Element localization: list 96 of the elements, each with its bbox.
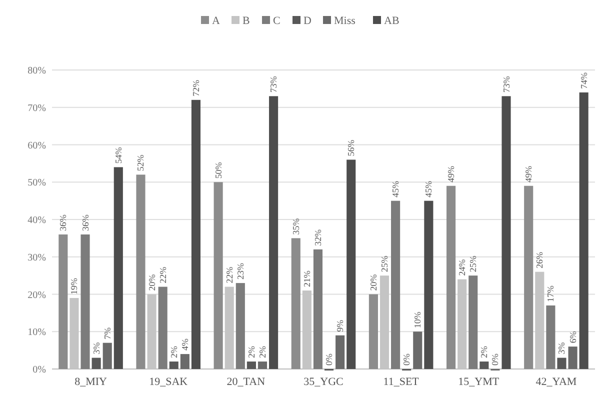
bar [313, 249, 323, 369]
data-label: 25% [468, 255, 478, 272]
data-label: 2% [246, 346, 256, 358]
bar [579, 92, 588, 369]
data-label: 0% [402, 353, 412, 366]
data-label: 32% [312, 228, 323, 246]
bar [92, 358, 101, 369]
x-tick-label: 20_TAN [226, 376, 266, 388]
data-label: 26% [534, 251, 545, 268]
data-label: 7% [102, 326, 112, 340]
data-label: 2% [479, 346, 490, 358]
data-label: 9% [335, 319, 346, 332]
data-label: 25% [380, 255, 390, 272]
data-label: 73% [268, 76, 279, 93]
legend-label: D [304, 15, 312, 27]
data-label: 3% [556, 342, 567, 354]
data-label: 22% [158, 266, 168, 284]
data-label: 45% [390, 180, 401, 198]
y-tick-label: 20% [28, 290, 46, 301]
bar [191, 100, 200, 369]
legend-label: AB [384, 15, 400, 27]
legend-label: Miss [334, 15, 356, 27]
bar [269, 96, 278, 369]
bar [368, 294, 378, 369]
data-label: 6% [568, 330, 578, 344]
data-label: 19% [69, 277, 80, 294]
data-label: 74% [578, 72, 589, 89]
data-label: 17% [546, 284, 556, 302]
y-tick-label: 30% [28, 252, 46, 264]
bar [557, 358, 566, 369]
data-label: 54% [113, 146, 124, 164]
bar [446, 186, 456, 369]
data-label: 21% [302, 270, 312, 288]
bar [180, 354, 190, 369]
data-label: 0% [324, 353, 334, 366]
data-label: 52% [136, 154, 146, 172]
data-label: 35% [290, 218, 301, 235]
bar [480, 362, 489, 369]
bar [158, 286, 168, 369]
bar [291, 238, 300, 369]
bar [391, 200, 400, 369]
data-label: 23% [235, 262, 246, 280]
y-tick-label: 0% [32, 364, 46, 376]
data-label: 50% [213, 162, 224, 179]
y-tick-label: 40% [28, 215, 46, 226]
data-label: 3% [91, 342, 102, 354]
data-label: 49% [524, 165, 534, 182]
legend-label: A [212, 15, 220, 27]
bar [114, 167, 123, 369]
x-tick-label: 15_YMT [458, 376, 500, 388]
data-label: 22% [224, 266, 234, 284]
bar [80, 234, 90, 369]
bar [413, 332, 422, 369]
data-label: 20% [146, 274, 157, 291]
y-tick-label: 70% [28, 102, 46, 114]
bar [424, 200, 434, 369]
data-label: 4% [180, 338, 190, 351]
data-label: 0% [490, 353, 500, 366]
legend-label: B [242, 15, 250, 27]
bar [336, 335, 345, 369]
data-label: 72% [190, 79, 201, 96]
bar [524, 186, 534, 369]
data-label: 20% [368, 274, 378, 291]
y-tick-label: 80% [28, 66, 46, 76]
legend-label: C [273, 15, 280, 27]
y-tick-label: 50% [28, 178, 46, 189]
data-label: 45% [424, 180, 434, 198]
data-label: 10% [412, 311, 423, 328]
x-tick-label: 35_YGC [304, 376, 344, 388]
x-tick-label: 42_YAM [536, 376, 577, 388]
y-tick-label: 60% [28, 140, 46, 152]
bar [468, 276, 478, 369]
data-label: 24% [457, 258, 468, 276]
x-tick-label: 19_SAK [149, 376, 188, 388]
x-tick-label: 11_SET [383, 376, 420, 388]
data-label: 36% [58, 214, 68, 231]
bar [102, 342, 112, 369]
bar [346, 160, 356, 369]
data-label: 36% [80, 214, 90, 231]
bar [546, 305, 556, 369]
bar [136, 174, 146, 369]
y-tick-label: 10% [28, 327, 46, 338]
bar [58, 234, 68, 369]
bar [258, 362, 268, 369]
bar [568, 346, 578, 369]
x-tick-label: 8_MIY [74, 376, 108, 388]
data-label: 2% [257, 346, 268, 358]
bar [502, 96, 511, 369]
bar [214, 182, 223, 369]
data-label: 56% [346, 139, 356, 156]
bar [246, 362, 256, 369]
data-label: 49% [446, 165, 456, 182]
data-label: 2% [168, 346, 179, 358]
data-label: 73% [501, 76, 512, 93]
bar [169, 362, 178, 369]
bar [236, 283, 245, 369]
